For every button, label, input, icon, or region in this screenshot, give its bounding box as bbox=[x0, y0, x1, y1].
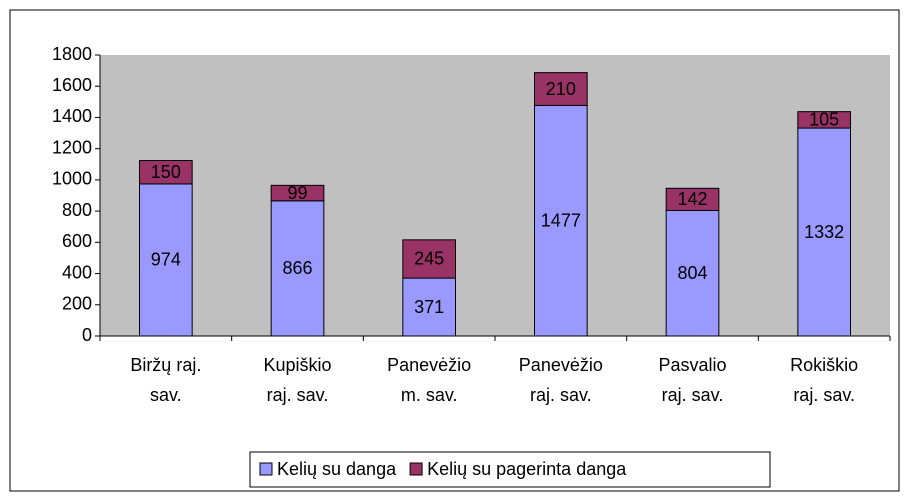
y-tick-label: 1600 bbox=[52, 75, 92, 95]
data-label: 245 bbox=[414, 249, 444, 269]
bar-segment bbox=[797, 127, 851, 337]
data-label: 1477 bbox=[541, 210, 581, 230]
legend-swatch bbox=[409, 462, 423, 476]
x-tick-label: Panevėžio m. sav. bbox=[387, 355, 471, 405]
bar-segment bbox=[139, 160, 193, 185]
bar-segment bbox=[534, 72, 588, 106]
y-tick-label: 0 bbox=[82, 325, 92, 345]
data-label: 99 bbox=[287, 183, 307, 203]
legend-box bbox=[249, 451, 771, 488]
plot-area bbox=[100, 55, 890, 336]
bar-segment bbox=[665, 209, 720, 337]
bar-segment bbox=[665, 187, 720, 211]
legend-swatch bbox=[259, 462, 273, 476]
bar-segment bbox=[797, 111, 851, 129]
y-tick-label: 1400 bbox=[52, 106, 92, 126]
data-label: 974 bbox=[151, 250, 181, 270]
data-label: 105 bbox=[809, 110, 839, 130]
bar-segment bbox=[402, 239, 457, 279]
data-label: 150 bbox=[151, 162, 181, 182]
y-tick-label: 800 bbox=[62, 200, 92, 220]
y-tick-label: 1200 bbox=[52, 137, 92, 157]
legend-label: Kelių su pagerinta danga bbox=[427, 459, 627, 479]
data-label: 1332 bbox=[804, 222, 844, 242]
x-tick-label: Kupiškio raj. sav. bbox=[263, 355, 331, 405]
y-tick-label: 600 bbox=[62, 231, 92, 251]
data-label: 142 bbox=[677, 189, 707, 209]
y-tick-label: 1000 bbox=[52, 169, 92, 189]
x-tick-label: Pasvalio raj. sav. bbox=[658, 355, 726, 405]
data-label: 371 bbox=[414, 297, 444, 317]
y-tick-label: 400 bbox=[62, 262, 92, 282]
bar-segment bbox=[270, 184, 325, 202]
data-label: 866 bbox=[282, 258, 312, 278]
x-tick-label: Panevėžio raj. sav. bbox=[519, 355, 603, 405]
x-tick-label: Rokiškio raj. sav. bbox=[790, 355, 858, 405]
data-label: 804 bbox=[677, 263, 707, 283]
y-tick-label: 200 bbox=[62, 294, 92, 314]
bar-segment bbox=[139, 183, 193, 337]
data-label: 210 bbox=[546, 79, 576, 99]
x-tick-label: Biržų raj. sav. bbox=[130, 355, 201, 405]
y-tick-label: 1800 bbox=[52, 44, 92, 64]
legend-label: Kelių su danga bbox=[277, 459, 397, 479]
bar-segment bbox=[270, 200, 325, 337]
